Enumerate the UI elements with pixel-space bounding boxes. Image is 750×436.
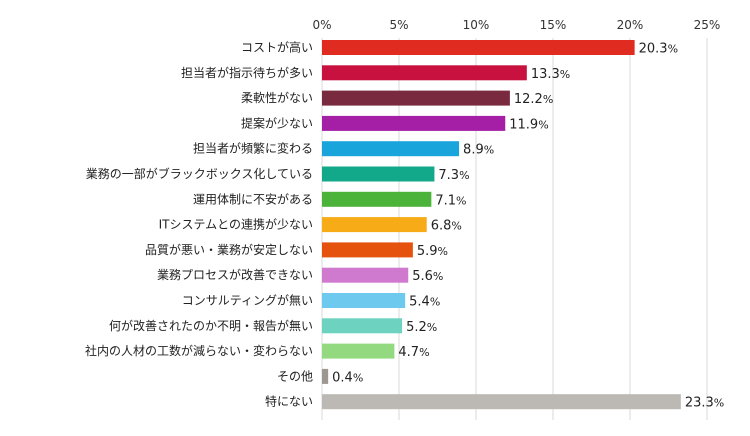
bar-11 (322, 318, 403, 334)
bar-12 (322, 343, 395, 359)
value-label-11: 5.2% (406, 320, 437, 335)
category-label-7: ITシステムとの連携が少ない (159, 217, 313, 232)
value-label-4: 8.9% (463, 143, 494, 158)
x-tick-label-15: 15% (540, 18, 567, 32)
value-label-9: 5.6% (412, 269, 443, 284)
bar-1 (322, 65, 527, 81)
category-label-0: コストが高い (241, 40, 313, 55)
bar-6 (322, 191, 432, 207)
category-label-12: 社内の人材の工数が減らない・変わらない (85, 343, 313, 358)
x-tick-label-5: 5% (389, 18, 408, 32)
category-label-13: その他 (277, 369, 313, 383)
x-tick-label-20: 20% (617, 18, 644, 32)
bar-8 (322, 242, 413, 258)
x-tick-label-0: 0% (312, 18, 331, 32)
bar-14 (322, 394, 681, 410)
value-label-5: 7.3% (438, 168, 469, 183)
category-label-10: コンサルティングが無い (182, 293, 313, 308)
bar-7 (322, 217, 427, 233)
value-label-8: 5.9% (417, 244, 448, 259)
value-label-14: 23.3% (685, 396, 724, 411)
bar-0 (322, 40, 635, 55)
bar-4 (322, 141, 460, 157)
category-label-1: 担当者が指示待ちが多い (181, 65, 313, 80)
bar-10 (322, 293, 406, 308)
category-label-11: 何が改善されたのか不明・報告が無い (109, 318, 313, 333)
value-label-12: 4.7% (398, 345, 429, 360)
value-label-3: 11.9% (509, 117, 548, 132)
x-tick-label-10: 10% (463, 18, 490, 32)
category-label-3: 提案が少ない (241, 115, 313, 130)
bar-13 (322, 368, 329, 384)
value-label-13: 0.4% (332, 370, 363, 385)
bar-3 (322, 115, 506, 131)
value-label-1: 13.3% (531, 67, 570, 82)
value-label-0: 20.3% (639, 42, 678, 57)
category-label-6: 運用体制に不安がある (193, 191, 313, 206)
bar-9 (322, 267, 409, 283)
value-label-10: 5.4% (409, 295, 440, 310)
category-label-2: 柔軟性がない (241, 90, 313, 105)
value-label-2: 12.2% (514, 92, 553, 107)
x-tick-label-25: 25% (694, 18, 721, 32)
bar-2 (322, 90, 510, 106)
category-label-8: 品質が悪い・業務が安定しない (145, 242, 313, 257)
category-label-5: 業務の一部がブラックボックス化している (86, 166, 313, 181)
category-label-4: 担当者が頻繁に変わる (193, 141, 313, 156)
category-label-9: 業務プロセスが改善できない (157, 267, 313, 282)
value-label-7: 6.8% (431, 219, 462, 234)
category-label-14: 特にない (265, 394, 313, 409)
bar-5 (322, 166, 435, 182)
value-label-6: 7.1% (435, 193, 466, 208)
